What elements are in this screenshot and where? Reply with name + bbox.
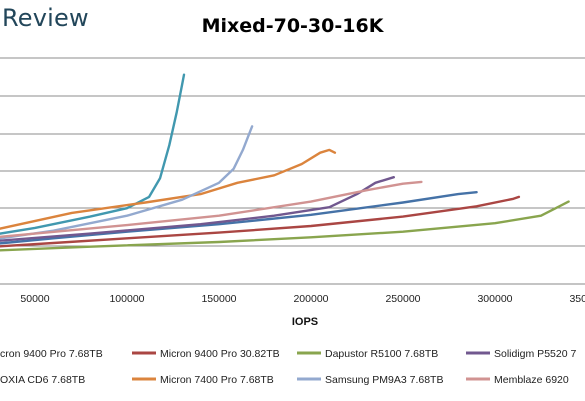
legend-label: Dapustor R5100 7.68TB	[325, 348, 438, 360]
x-tick-label: 50000	[20, 293, 49, 305]
series-line	[0, 191, 478, 245]
x-tick-label: 150000	[201, 293, 236, 305]
series-line	[0, 195, 521, 248]
series-line	[0, 180, 423, 238]
legend-label: cron 9400 Pro 7.68TB	[0, 348, 103, 360]
series-line	[0, 148, 337, 230]
x-axis-ticks: 50000 100000 150000 200000 250000 300000 35000…	[20, 293, 585, 305]
series-line	[0, 73, 186, 235]
series-lines	[0, 73, 570, 252]
x-tick-label: 350000	[569, 293, 585, 305]
x-tick-label: 200000	[293, 293, 328, 305]
legend-label: Micron 7400 Pro 7.68TB	[160, 374, 274, 386]
legend-label: Micron 9400 Pro 30.82TB	[160, 348, 280, 360]
series-line	[0, 176, 395, 242]
x-tick-label: 100000	[109, 293, 144, 305]
series-line	[0, 125, 254, 240]
legend-label: Solidigm P5520 7	[494, 348, 576, 360]
legend: cron 9400 Pro 7.68TB Micron 9400 Pro 30.8…	[0, 348, 576, 386]
x-tick-label: 250000	[385, 293, 420, 305]
gridlines	[0, 57, 585, 285]
legend-label: OXIA CD6 7.68TB	[0, 374, 85, 386]
x-axis-label: IOPS	[292, 316, 318, 328]
x-tick-label: 300000	[477, 293, 512, 305]
brand-logo-text: Review	[2, 4, 89, 32]
chart-title: Mixed-70-30-16K	[201, 15, 384, 37]
series-line	[0, 200, 570, 252]
legend-label: Samsung PM9A3 7.68TB	[325, 374, 443, 386]
legend-label: Memblaze 6920	[494, 374, 569, 386]
